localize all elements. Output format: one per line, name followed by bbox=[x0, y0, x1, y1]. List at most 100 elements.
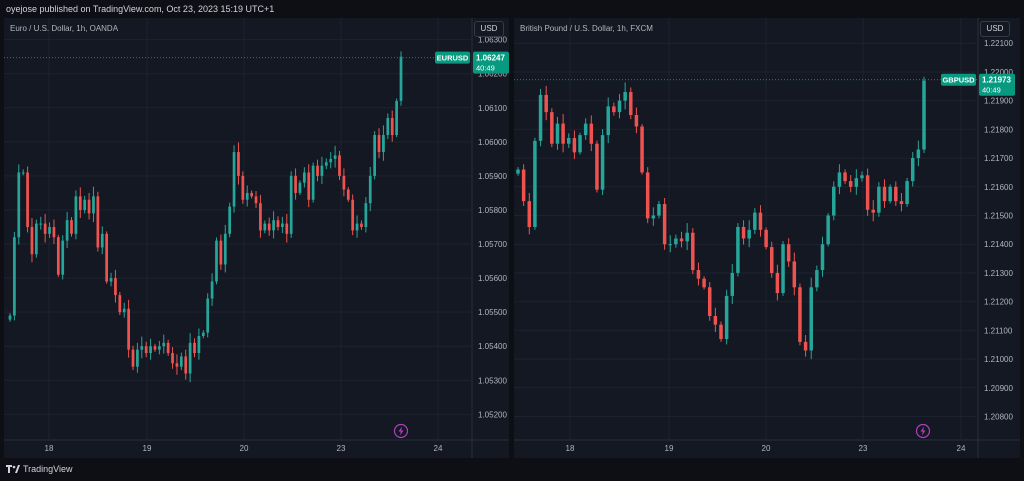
candle[interactable] bbox=[550, 112, 554, 144]
candle[interactable] bbox=[166, 342, 170, 354]
candle[interactable] bbox=[674, 238, 678, 245]
currency-button[interactable]: USD bbox=[980, 21, 1010, 37]
candle[interactable] bbox=[259, 203, 262, 231]
candle[interactable] bbox=[521, 169, 526, 202]
candle[interactable] bbox=[781, 244, 785, 294]
candle[interactable] bbox=[109, 278, 113, 282]
candle[interactable] bbox=[144, 346, 148, 354]
candle[interactable] bbox=[83, 199, 87, 210]
candle[interactable] bbox=[201, 332, 205, 337]
candle[interactable] bbox=[52, 227, 56, 238]
candle[interactable] bbox=[516, 169, 520, 174]
candle[interactable] bbox=[188, 342, 192, 374]
candle[interactable] bbox=[702, 278, 706, 288]
candle[interactable] bbox=[346, 189, 350, 200]
candle[interactable] bbox=[820, 244, 825, 271]
candle[interactable] bbox=[175, 363, 179, 367]
candle[interactable] bbox=[184, 356, 188, 374]
currency-button[interactable]: USD bbox=[474, 21, 504, 37]
candle[interactable] bbox=[809, 287, 813, 351]
candle[interactable] bbox=[131, 349, 135, 367]
candle[interactable] bbox=[30, 227, 34, 255]
candle[interactable] bbox=[382, 135, 385, 153]
candle[interactable] bbox=[78, 196, 82, 210]
candle[interactable] bbox=[685, 232, 689, 242]
candle[interactable] bbox=[606, 106, 610, 136]
candle[interactable] bbox=[843, 172, 847, 182]
candle[interactable] bbox=[210, 281, 214, 299]
candle[interactable] bbox=[223, 233, 227, 265]
candle[interactable] bbox=[589, 123, 594, 144]
candle[interactable] bbox=[276, 220, 280, 227]
candle[interactable] bbox=[770, 247, 774, 273]
candle[interactable] bbox=[237, 152, 240, 176]
candle[interactable] bbox=[533, 140, 537, 227]
candle[interactable] bbox=[87, 199, 91, 214]
candle[interactable] bbox=[338, 155, 341, 176]
candle[interactable] bbox=[122, 308, 126, 313]
candle[interactable] bbox=[871, 209, 875, 213]
candle[interactable] bbox=[623, 92, 627, 101]
candle[interactable] bbox=[162, 342, 166, 347]
candle[interactable] bbox=[595, 143, 599, 190]
candle[interactable] bbox=[127, 308, 130, 350]
candle[interactable] bbox=[758, 212, 763, 230]
candle[interactable] bbox=[730, 272, 735, 296]
candle[interactable] bbox=[386, 117, 390, 136]
candle[interactable] bbox=[92, 196, 95, 214]
candle[interactable] bbox=[707, 287, 712, 317]
candle[interactable] bbox=[916, 149, 921, 159]
candle[interactable] bbox=[741, 227, 746, 239]
candle[interactable] bbox=[298, 182, 302, 193]
candle[interactable] bbox=[355, 223, 359, 231]
candle[interactable] bbox=[118, 295, 122, 313]
candle[interactable] bbox=[373, 135, 377, 176]
candle[interactable] bbox=[696, 270, 701, 279]
candle[interactable] bbox=[254, 196, 258, 204]
candle[interactable] bbox=[860, 175, 864, 179]
candle[interactable] bbox=[56, 237, 60, 275]
candle[interactable] bbox=[320, 165, 324, 176]
candle[interactable] bbox=[158, 346, 161, 350]
candle[interactable] bbox=[13, 237, 16, 316]
candle[interactable] bbox=[826, 215, 830, 245]
candle[interactable] bbox=[8, 315, 12, 320]
candle[interactable] bbox=[136, 349, 139, 367]
candle[interactable] bbox=[206, 298, 210, 333]
candle[interactable] bbox=[140, 346, 144, 350]
candle[interactable] bbox=[342, 175, 346, 190]
candle[interactable] bbox=[612, 106, 616, 113]
candle[interactable] bbox=[302, 172, 306, 183]
candle[interactable] bbox=[149, 346, 152, 354]
candle[interactable] bbox=[803, 341, 808, 351]
chart-canvas-gbpusd[interactable]: 1.22100 1.22000 1.21900 1.21800 1.21700 1.216… bbox=[514, 18, 1020, 458]
candle[interactable] bbox=[193, 342, 196, 354]
candle[interactable] bbox=[854, 178, 859, 187]
chart-panel-eurusd[interactable]: 1.06300 1.06200 1.06100 1.06000 1.05900 1.058… bbox=[4, 18, 509, 458]
candle[interactable] bbox=[105, 233, 109, 282]
candle[interactable] bbox=[679, 238, 684, 242]
candle[interactable] bbox=[263, 223, 267, 231]
candle[interactable] bbox=[289, 175, 293, 234]
candle[interactable] bbox=[792, 261, 797, 288]
candle[interactable] bbox=[922, 80, 926, 150]
candle[interactable] bbox=[245, 192, 249, 200]
candle[interactable] bbox=[250, 192, 253, 197]
chart-panel-gbpusd[interactable]: 1.22100 1.22000 1.21900 1.21800 1.21700 1.216… bbox=[514, 18, 1020, 458]
lightning-icon[interactable] bbox=[915, 423, 931, 439]
candle[interactable] bbox=[219, 240, 223, 265]
candle[interactable] bbox=[179, 356, 183, 367]
candle[interactable] bbox=[329, 158, 333, 163]
candle[interactable] bbox=[100, 233, 104, 248]
candle[interactable] bbox=[17, 172, 21, 238]
candle[interactable] bbox=[910, 158, 915, 182]
candle[interactable] bbox=[600, 135, 605, 190]
candle[interactable] bbox=[360, 223, 363, 227]
candle[interactable] bbox=[662, 204, 667, 245]
candle[interactable] bbox=[832, 186, 836, 216]
candle[interactable] bbox=[894, 186, 898, 202]
candle[interactable] bbox=[668, 244, 672, 246]
candle[interactable] bbox=[764, 229, 768, 248]
candle[interactable] bbox=[368, 175, 372, 204]
candle[interactable] bbox=[561, 123, 565, 144]
